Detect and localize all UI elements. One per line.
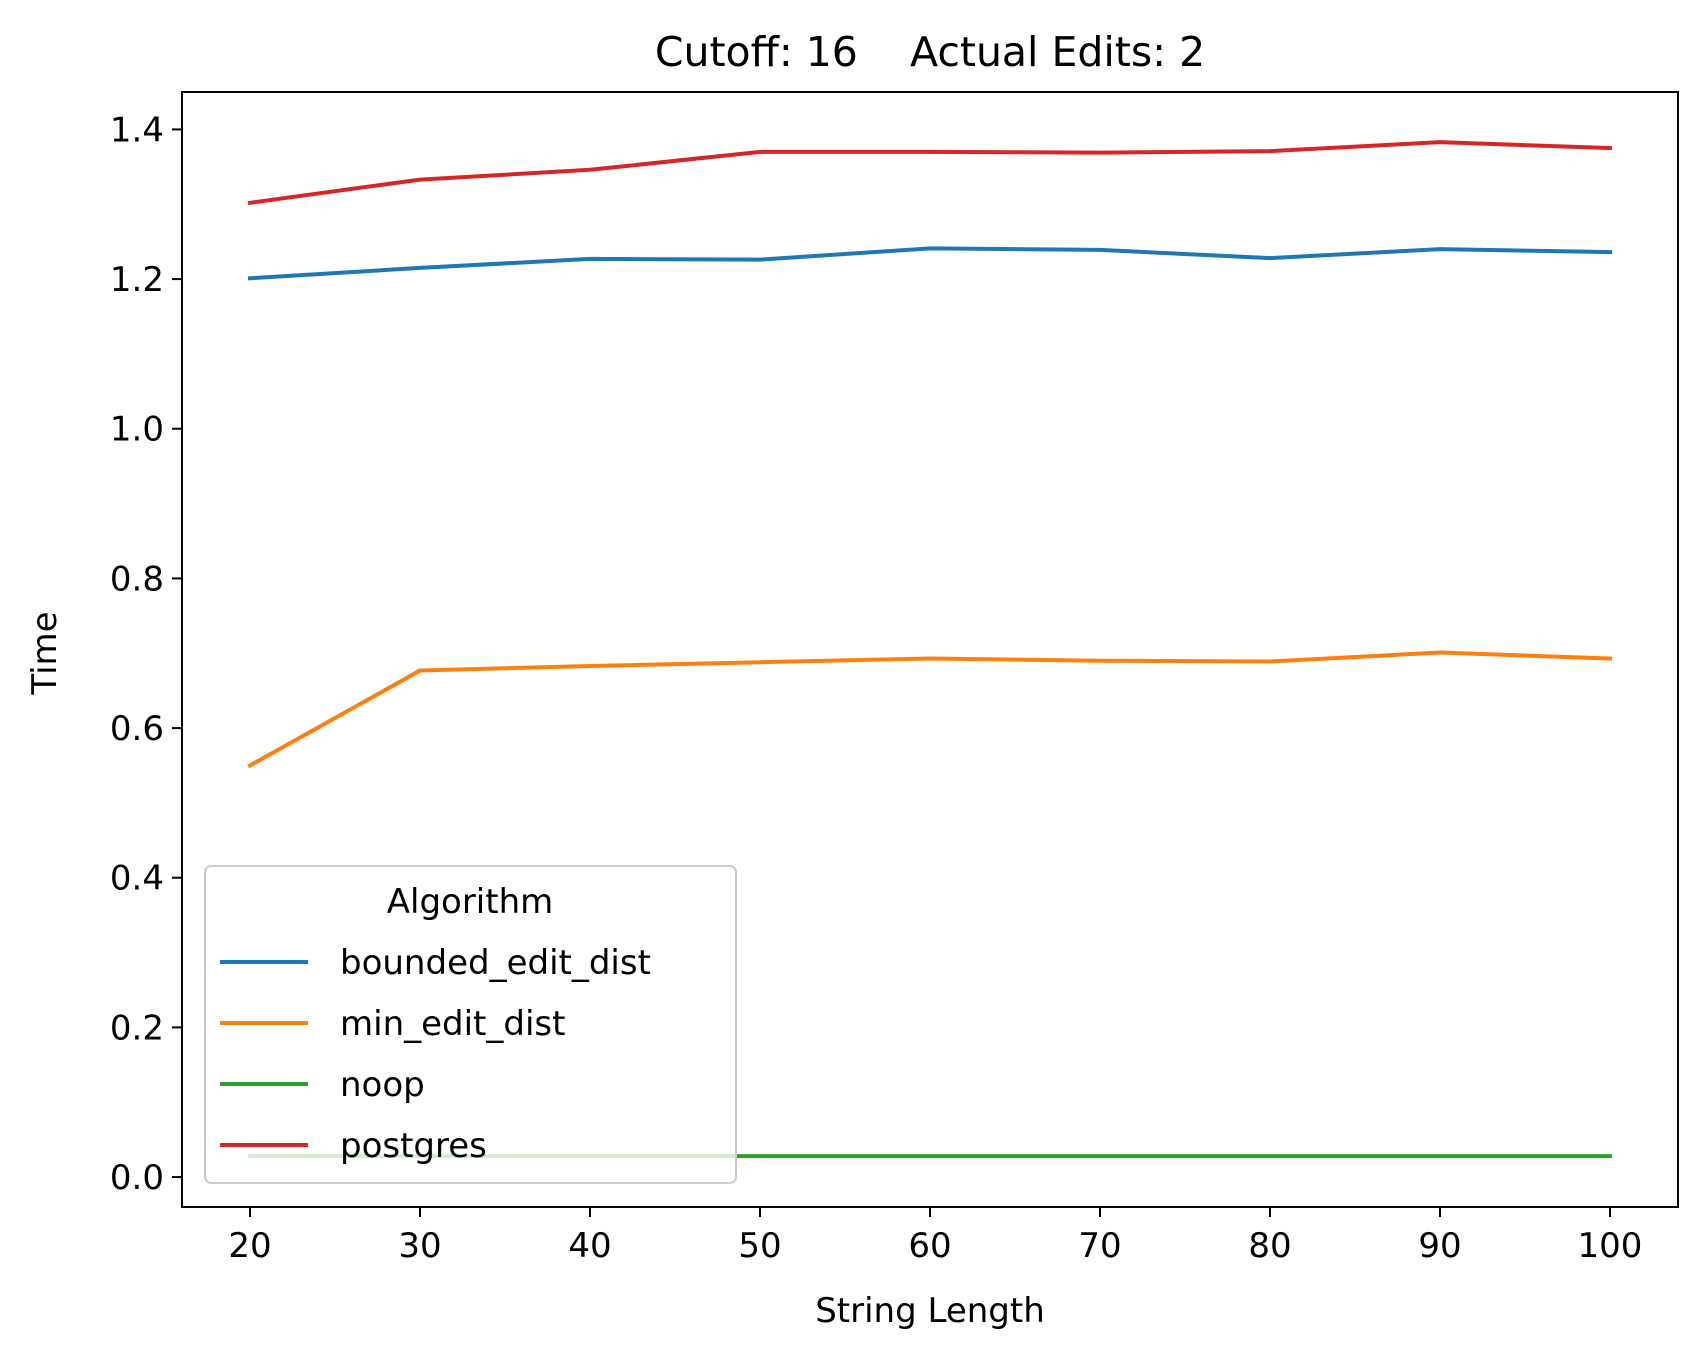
series-line-min_edit_dist	[247, 650, 1613, 769]
legend-label-bounded_edit_dist: bounded_edit_dist	[340, 943, 651, 983]
y-tick-label: 0.6	[110, 709, 164, 749]
legend: Algorithm bounded_edit_dist min_edit_dist…	[204, 865, 737, 1184]
x-tick-label: 100	[1578, 1226, 1643, 1266]
legend-box	[204, 865, 737, 1184]
legend-title: Algorithm	[387, 882, 554, 922]
y-tick-label: 0.4	[110, 859, 164, 899]
x-tick-label: 70	[1078, 1226, 1121, 1266]
chart-title: Cutoff: 16 Actual Edits: 2	[655, 28, 1205, 76]
x-tick-label: 40	[568, 1226, 611, 1266]
x-axis-ticks: 20 30 40 50 60 70 80 90 100	[228, 1207, 1642, 1266]
x-tick-label: 60	[908, 1226, 951, 1266]
y-tick-label: 0.2	[110, 1008, 164, 1048]
y-tick-label: 1.0	[110, 410, 164, 450]
x-tick-label: 30	[398, 1226, 441, 1266]
y-tick-label: 0.0	[110, 1158, 164, 1198]
legend-label-noop: noop	[340, 1065, 425, 1105]
x-tick-label: 20	[228, 1226, 271, 1266]
series-line-postgres	[247, 140, 1613, 206]
x-tick-label: 90	[1418, 1226, 1461, 1266]
y-tick-label: 0.8	[110, 559, 164, 599]
y-axis-label: Time	[25, 611, 65, 695]
y-axis-ticks: 0.0 0.2 0.4 0.6 0.8 1.0 1.2 1.4	[110, 110, 182, 1198]
series-line-bounded_edit_dist	[247, 246, 1613, 281]
y-tick-label: 1.2	[110, 260, 164, 300]
x-axis-label: String Length	[815, 1291, 1045, 1331]
x-tick-label: 50	[738, 1226, 781, 1266]
legend-label-min_edit_dist: min_edit_dist	[340, 1004, 565, 1044]
plot-frame	[181, 91, 1679, 1208]
legend-label-postgres: postgres	[340, 1126, 487, 1166]
x-tick-label: 80	[1248, 1226, 1291, 1266]
y-tick-label: 1.4	[110, 110, 164, 150]
